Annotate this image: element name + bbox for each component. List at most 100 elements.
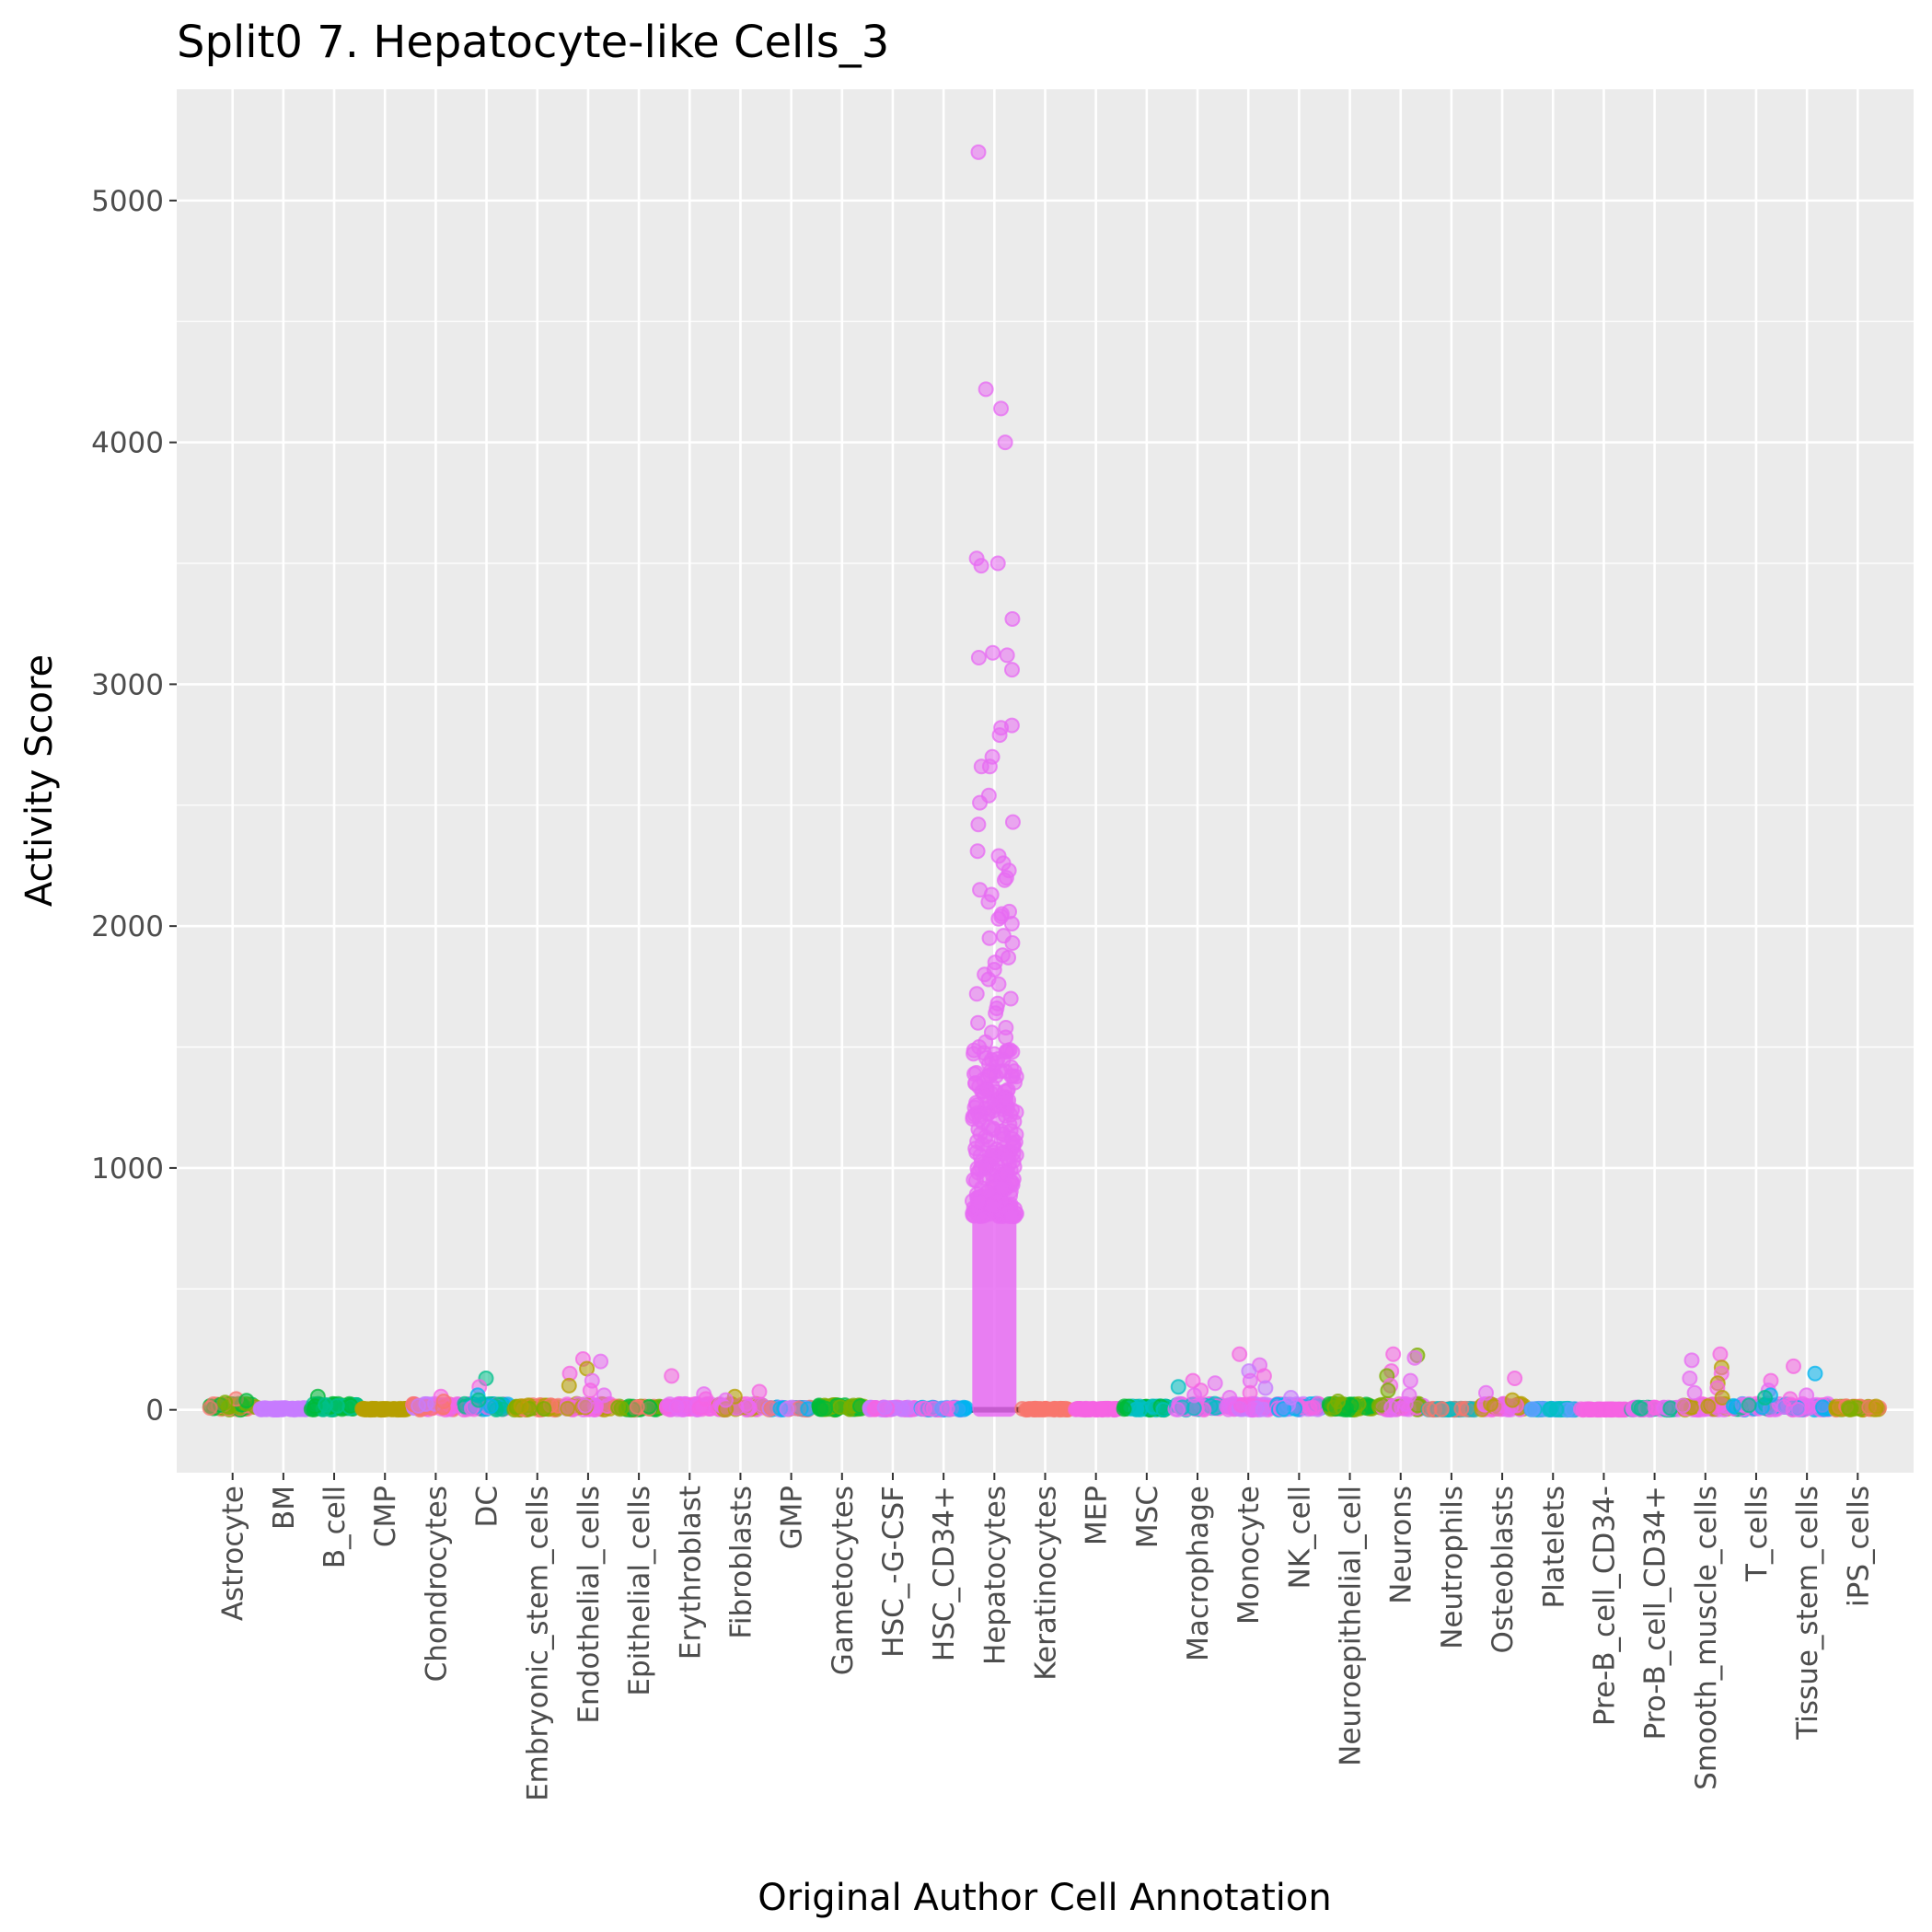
data-point (1255, 1401, 1271, 1417)
data-point-outlier (1186, 1387, 1203, 1404)
x-tick-label: DC (471, 1486, 504, 1528)
data-point-outlier (318, 1396, 334, 1413)
x-tick-label: Astrocyte (217, 1486, 250, 1621)
data-point-outlier (582, 1382, 598, 1399)
data-point (513, 1398, 529, 1415)
x-tick-label: Smooth_muscle_cells (1690, 1486, 1723, 1790)
x-tick-label: iPS_cells (1842, 1486, 1875, 1607)
data-point-outlier (970, 144, 987, 160)
data-point (779, 1401, 795, 1417)
hepatocyte-dense-band (972, 1216, 1017, 1417)
data-point-outlier (593, 1353, 609, 1370)
data-point-outlier (978, 381, 994, 398)
data-point-outlier (217, 1394, 234, 1411)
data-point-outlier (998, 1029, 1014, 1046)
data-point (1662, 1400, 1679, 1417)
x-tick-label: Tissue_stem_cells (1791, 1486, 1824, 1741)
x-tick-label: GMP (776, 1486, 809, 1549)
data-point-outlier (1004, 1102, 1021, 1118)
x-tick-label: Embryonic_stem_cells (522, 1486, 555, 1801)
data-point-outlier (1507, 1371, 1523, 1387)
data-point-outlier (1257, 1380, 1274, 1396)
data-point (876, 1399, 893, 1416)
data-point-outlier (980, 894, 997, 910)
x-tick-label: Platelets (1537, 1486, 1570, 1609)
data-point (1633, 1401, 1649, 1417)
x-tick-label: Erythroblast (674, 1486, 707, 1660)
x-tick-label: Neuroepithelial_cell (1335, 1486, 1368, 1766)
data-point-outlier (1799, 1387, 1815, 1404)
data-point-outlier (970, 1014, 987, 1031)
data-point (1582, 1402, 1599, 1418)
data-point (813, 1401, 829, 1417)
x-tick-label: HSC_-G-CSF (877, 1486, 910, 1658)
data-point-outlier (990, 976, 1007, 992)
data-point-outlier (1232, 1346, 1248, 1362)
data-point-outlier (1714, 1390, 1730, 1406)
x-tick-label: Neurons (1385, 1486, 1418, 1604)
data-point (1169, 1402, 1186, 1418)
x-tick-label: NK_cell (1283, 1486, 1316, 1589)
data-point-outlier (1406, 1349, 1423, 1366)
data-point (355, 1400, 372, 1417)
data-point-outlier (1401, 1387, 1417, 1404)
data-point-outlier (1004, 935, 1021, 952)
y-tick-label: 1000 (91, 1152, 164, 1186)
data-point (1042, 1401, 1059, 1417)
data-point (536, 1400, 552, 1417)
data-point-outlier (238, 1393, 255, 1409)
data-points (202, 144, 1888, 1418)
x-tick-label: Endothelial_cells (573, 1486, 606, 1724)
data-point-outlier (981, 930, 998, 946)
data-point-outlier (997, 434, 1013, 451)
y-tick-label: 4000 (91, 427, 164, 460)
data-point (1116, 1401, 1132, 1417)
data-point (1433, 1401, 1450, 1417)
data-point-outlier (970, 649, 987, 665)
data-point-outlier (967, 1140, 984, 1157)
data-point-outlier (1504, 1392, 1521, 1408)
x-tick-label: Neutrophils (1436, 1486, 1469, 1649)
data-point-outlier (994, 1179, 1011, 1196)
x-tick-label: Keratinocytes (1030, 1486, 1063, 1681)
data-point-outlier (1001, 949, 1017, 966)
data-point (1700, 1398, 1717, 1415)
data-point-outlier (983, 1198, 1000, 1215)
data-point-outlier (1807, 1365, 1823, 1382)
data-point-outlier (435, 1393, 452, 1409)
data-point-outlier (988, 1005, 1004, 1022)
x-tick-label: Monocyte (1232, 1486, 1266, 1625)
data-point (1453, 1400, 1470, 1417)
x-tick-label: MSC (1131, 1486, 1164, 1548)
data-point-outlier (1004, 1068, 1021, 1084)
data-point-outlier (970, 816, 987, 833)
x-tick-label: HSC_CD34+ (928, 1486, 961, 1661)
data-point-outlier (993, 400, 1010, 417)
data-point-outlier (1380, 1382, 1396, 1399)
data-point (1741, 1397, 1757, 1414)
x-tick-label: Pre-B_cell_CD34- (1588, 1486, 1621, 1726)
x-axis-title: Original Author Cell Annotation (758, 1877, 1331, 1919)
data-point (668, 1399, 685, 1416)
data-point-outlier (1002, 990, 1019, 1007)
data-point-outlier (1005, 1136, 1022, 1152)
data-point-outlier (989, 555, 1006, 572)
x-axis: Astrocyte BM B_cell CMP Chondrocytes DC Embryo… (217, 1473, 1875, 1801)
data-point (290, 1400, 307, 1417)
y-tick-label: 3000 (91, 668, 164, 701)
data-point-outlier (751, 1383, 768, 1400)
data-point-outlier (972, 1126, 989, 1142)
data-point (256, 1400, 272, 1417)
data-point-outlier (990, 910, 1007, 927)
data-point (482, 1398, 499, 1415)
data-point-outlier (996, 872, 1012, 888)
data-point-outlier (991, 727, 1008, 744)
data-point (560, 1400, 576, 1417)
y-tick-label: 5000 (91, 185, 164, 218)
y-tick-label: 2000 (91, 910, 164, 943)
x-tick-label: MEP (1081, 1486, 1114, 1545)
data-point-outlier (1477, 1384, 1494, 1401)
data-point-outlier (985, 644, 1001, 661)
data-point (1093, 1401, 1110, 1417)
data-point-outlier (698, 1391, 714, 1407)
